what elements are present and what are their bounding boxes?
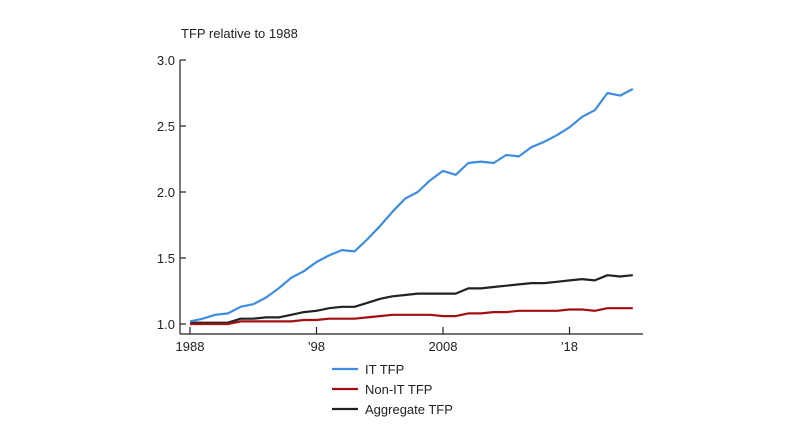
y-tick-label: 2.5	[157, 119, 175, 134]
x-tick-label: '98	[308, 339, 325, 354]
legend-label: Aggregate TFP	[365, 402, 453, 417]
y-tick-label: 3.0	[157, 53, 175, 68]
legend-label: Non-IT TFP	[365, 382, 432, 397]
y-tick-label: 1.5	[157, 251, 175, 266]
y-tick-label: 1.0	[157, 317, 175, 332]
x-tick-label: 2008	[429, 339, 458, 354]
x-tick-label: 1988	[176, 339, 205, 354]
series-line-it-tfp	[189, 88, 634, 323]
x-tick-label: '18	[561, 339, 578, 354]
chart-title: TFP relative to 1988	[181, 26, 298, 41]
y-tick-label: 2.0	[157, 185, 175, 200]
series-line-non-it-tfp	[190, 307, 633, 326]
legend-label: IT TFP	[365, 362, 404, 377]
series-line-aggregate-tfp	[190, 274, 633, 324]
